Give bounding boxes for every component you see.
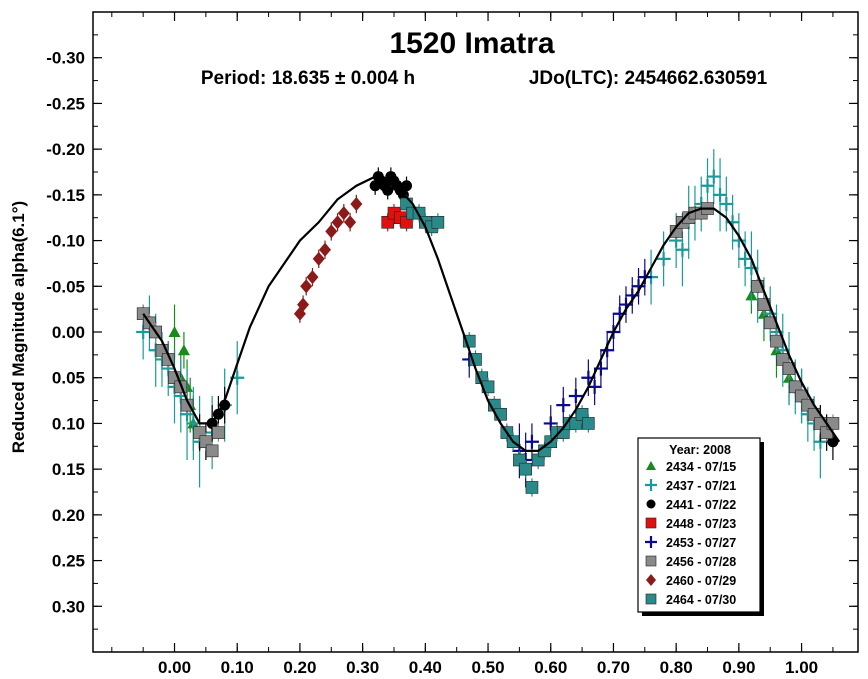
data-point — [713, 187, 728, 202]
legend-label: 2460 - 07/29 — [666, 574, 736, 588]
data-point — [337, 206, 350, 221]
legend-label: 2441 - 07/22 — [666, 498, 736, 512]
legend-entry: 2448 - 07/23 — [645, 517, 736, 531]
y-tick-label: 0.05 — [52, 369, 85, 388]
data-point — [637, 270, 652, 285]
y-tick-label: 0.10 — [52, 414, 85, 433]
y-tick-label: 0.25 — [52, 552, 85, 571]
legend-title: Year: 2008 — [669, 443, 731, 457]
data-point — [700, 178, 715, 193]
legend-entry: 2456 - 07/28 — [645, 555, 736, 569]
data-point — [344, 215, 357, 230]
x-tick-label: 1.00 — [785, 658, 818, 677]
x-tick-label: 0.10 — [221, 658, 254, 677]
legend-label: 2464 - 07/30 — [666, 593, 736, 607]
data-point — [738, 251, 753, 266]
y-tick-label: 0.15 — [52, 460, 85, 479]
y-axis: -0.30 -0.25 -0.20 -0.15 -0.10 -0.05 0.00 0.05 0.… — [46, 11, 858, 653]
data-point — [431, 215, 445, 229]
data-point — [519, 462, 532, 476]
chart-title: 1520 Imatra — [389, 27, 554, 60]
data-point — [297, 297, 310, 312]
data-point — [219, 399, 231, 411]
x-tick-label: 0.40 — [409, 658, 442, 677]
y-tick-label: 0.00 — [52, 323, 85, 342]
data-point — [212, 426, 225, 439]
data-point — [556, 398, 571, 413]
data-point — [656, 251, 671, 266]
chart-subtitle-epoch: JDo(LTC): 2454662.630591 — [529, 68, 768, 89]
data-point — [319, 242, 332, 257]
legend-marker — [646, 461, 656, 470]
data-point — [382, 184, 394, 196]
x-tick-label: 0.20 — [283, 658, 316, 677]
data-point — [306, 270, 319, 285]
data-point — [312, 251, 325, 266]
legend-marker — [646, 499, 656, 509]
legend-label: 2434 - 07/15 — [666, 460, 736, 474]
legend-box — [637, 437, 761, 613]
legend-label: 2456 - 07/28 — [666, 555, 736, 569]
data-point — [568, 389, 583, 403]
legend-entry: 2437 - 07/21 — [645, 479, 736, 493]
series-2460-07-29 — [293, 194, 363, 323]
data-point — [300, 279, 313, 294]
y-axis-label: Reduced Magnitude alpha(6.1°) — [9, 201, 28, 453]
data-point — [706, 169, 721, 184]
y-tick-label: -0.30 — [46, 49, 85, 68]
x-tick-label: 0.70 — [597, 658, 630, 677]
legend: Year: 2008 2434 - 07/15 2437 - 07/21 2441 … — [637, 437, 764, 616]
data-point — [719, 197, 734, 211]
y-tick-label: -0.25 — [46, 94, 85, 113]
fit-curve — [142, 175, 841, 452]
data-layer — [136, 149, 840, 497]
legend-marker — [645, 536, 657, 548]
data-point — [827, 436, 839, 448]
data-point — [331, 215, 344, 230]
legend-entry: 2453 - 07/27 — [645, 536, 736, 550]
data-point — [350, 197, 363, 211]
x-axis: 0.00 0.10 0.20 0.30 0.40 0.50 0.60 0.70 0.80 0.90… — [111, 12, 834, 677]
data-point — [675, 242, 690, 257]
y-tick-label: -0.10 — [46, 232, 85, 251]
data-point — [582, 417, 595, 430]
legend-entries: 2434 - 07/15 2437 - 07/21 2441 - 07/22 2448… — [645, 460, 736, 607]
data-point — [587, 379, 602, 394]
y-tick-label: -0.05 — [46, 277, 85, 296]
y-tick-label: -0.20 — [46, 140, 85, 159]
y-tick-label: 0.20 — [52, 506, 85, 525]
legend-marker — [645, 517, 657, 529]
data-point — [177, 344, 190, 356]
legend-marker — [645, 555, 657, 567]
x-tick-label: 0.80 — [660, 658, 693, 677]
x-tick-label: 0.50 — [471, 658, 504, 677]
legend-label: 2448 - 07/23 — [666, 517, 736, 531]
legend-entry: 2460 - 07/29 — [646, 574, 736, 588]
x-tick-label: 0.00 — [158, 658, 191, 677]
y-tick-label: -0.15 — [46, 186, 85, 205]
legend-marker — [646, 574, 656, 586]
data-point — [168, 326, 181, 337]
legend-label: 2453 - 07/27 — [666, 536, 736, 550]
data-point — [770, 334, 783, 348]
data-point — [325, 224, 338, 239]
legend-entry: 2464 - 07/30 — [645, 593, 736, 607]
data-point — [524, 434, 539, 449]
data-point — [401, 180, 413, 192]
chart-subtitle-period: Period: 18.635 ± 0.004 h — [201, 68, 415, 89]
y-tick-label: 0.30 — [52, 597, 85, 616]
legend-label: 2437 - 07/21 — [666, 479, 736, 493]
data-point — [205, 444, 219, 458]
legend-entry: 2441 - 07/22 — [646, 498, 736, 512]
x-tick-label: 0.60 — [534, 658, 567, 677]
legend-marker — [645, 593, 657, 605]
x-tick-label: 0.30 — [346, 658, 379, 677]
series-2448-07-23 — [381, 204, 413, 232]
x-tick-label: 0.90 — [722, 658, 755, 677]
data-point — [525, 481, 539, 494]
legend-marker — [645, 479, 657, 491]
legend-entry: 2434 - 07/15 — [646, 460, 736, 474]
